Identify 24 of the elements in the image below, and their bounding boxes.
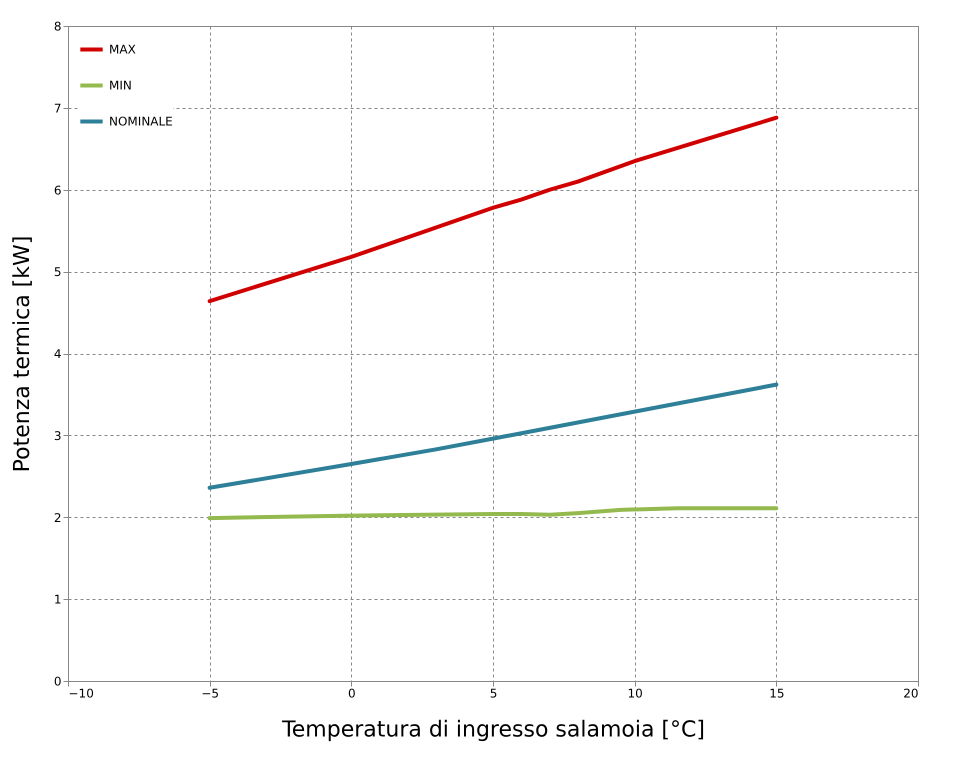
x-tick-label: 10 bbox=[628, 686, 643, 700]
x-tick-label: −5 bbox=[201, 686, 220, 700]
line-series bbox=[208, 116, 778, 304]
x-tick-label: 5 bbox=[490, 686, 498, 700]
y-tick-label: 2 bbox=[54, 510, 62, 525]
y-tick-label: 4 bbox=[54, 347, 62, 361]
x-tick-label: 15 bbox=[769, 686, 784, 700]
legend-label: MAX bbox=[109, 42, 136, 56]
x-tick-label: 0 bbox=[348, 686, 356, 700]
y-tick-label: 0 bbox=[54, 674, 62, 688]
y-tick-label: 7 bbox=[54, 101, 62, 116]
y-tick-label: 5 bbox=[54, 265, 62, 280]
line-series bbox=[208, 382, 778, 490]
x-tick-label: −10 bbox=[68, 686, 94, 700]
y-axis-title: Potenza termica [kW] bbox=[10, 236, 35, 472]
y-tick-label: 3 bbox=[54, 428, 62, 443]
y-tick-label: 6 bbox=[54, 183, 62, 198]
legend-label: NOMINALE bbox=[109, 114, 173, 128]
legend-label: MIN bbox=[109, 78, 132, 92]
y-tick-label: 1 bbox=[54, 592, 62, 607]
line-series bbox=[208, 506, 778, 520]
y-tick-label: 8 bbox=[54, 20, 62, 34]
x-tick-label: 20 bbox=[903, 686, 918, 700]
x-axis-title: Temperatura di ingresso salamoia [°C] bbox=[281, 718, 705, 742]
